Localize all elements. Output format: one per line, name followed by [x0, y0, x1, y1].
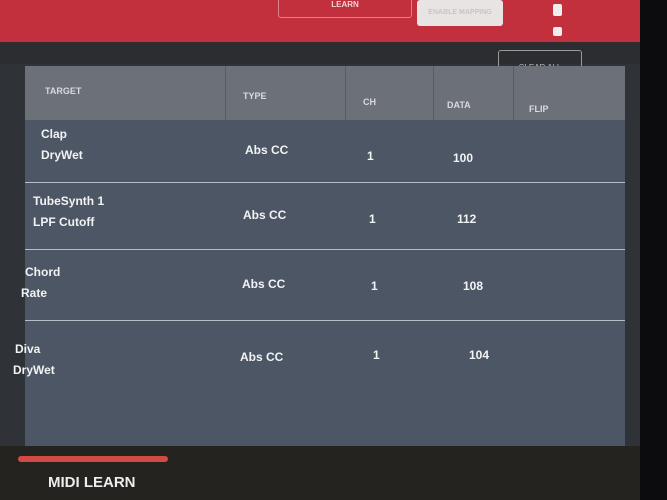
table-header: TARGET TYPE CH DATA FLIP: [25, 66, 625, 120]
column-target[interactable]: TARGET: [45, 86, 82, 96]
toolbar: [0, 42, 640, 64]
chip-icon[interactable]: [553, 27, 562, 36]
device-icon[interactable]: [553, 4, 562, 16]
data: 108: [463, 279, 484, 293]
target: TubeSynth 1 LPF Cutoff: [33, 194, 105, 229]
data: 112: [457, 212, 477, 226]
data: 104: [469, 348, 490, 362]
tab-midi-learn[interactable]: MIDI LEARN: [48, 474, 136, 491]
mapping-table: TARGET TYPE CH DATA FLIP Clap DryWet Abs …: [13, 66, 625, 446]
table-row[interactable]: TubeSynth 1 LPF Cutoff Abs CC 1 112: [25, 183, 625, 250]
type: Abs CC: [240, 350, 284, 364]
learn-button[interactable]: LEARN: [278, 0, 412, 18]
target: Diva DryWet: [13, 342, 55, 377]
active-tab-indicator: [18, 456, 168, 462]
table-row[interactable]: Chord Rate Abs CC 1 108: [21, 250, 625, 321]
top-bar: LEARN ENABLE MAPPING: [0, 0, 640, 42]
data: 100: [453, 151, 474, 165]
column-data[interactable]: DATA: [447, 100, 471, 110]
column-ch[interactable]: CH: [363, 97, 376, 107]
ch: 1: [367, 149, 374, 163]
column-flip[interactable]: FLIP: [529, 104, 549, 114]
ch: 1: [371, 279, 378, 293]
type: Abs CC: [245, 143, 289, 157]
bottom-bar: MIDI LEARN: [0, 446, 640, 500]
table-row[interactable]: Clap DryWet Abs CC 1 100: [25, 120, 625, 183]
ch: 1: [369, 212, 376, 226]
screen: LEARN ENABLE MAPPING CLEAR ALL TARGET TY…: [0, 0, 640, 500]
type: Abs CC: [242, 277, 286, 291]
table-row[interactable]: Diva DryWet Abs CC 1 104: [13, 321, 625, 445]
target: Chord Rate: [21, 265, 61, 300]
target: Clap DryWet: [41, 127, 83, 162]
ch: 1: [373, 348, 380, 362]
column-type[interactable]: TYPE: [243, 91, 267, 101]
enable-mapping-button[interactable]: ENABLE MAPPING: [417, 0, 503, 26]
type: Abs CC: [243, 208, 287, 222]
